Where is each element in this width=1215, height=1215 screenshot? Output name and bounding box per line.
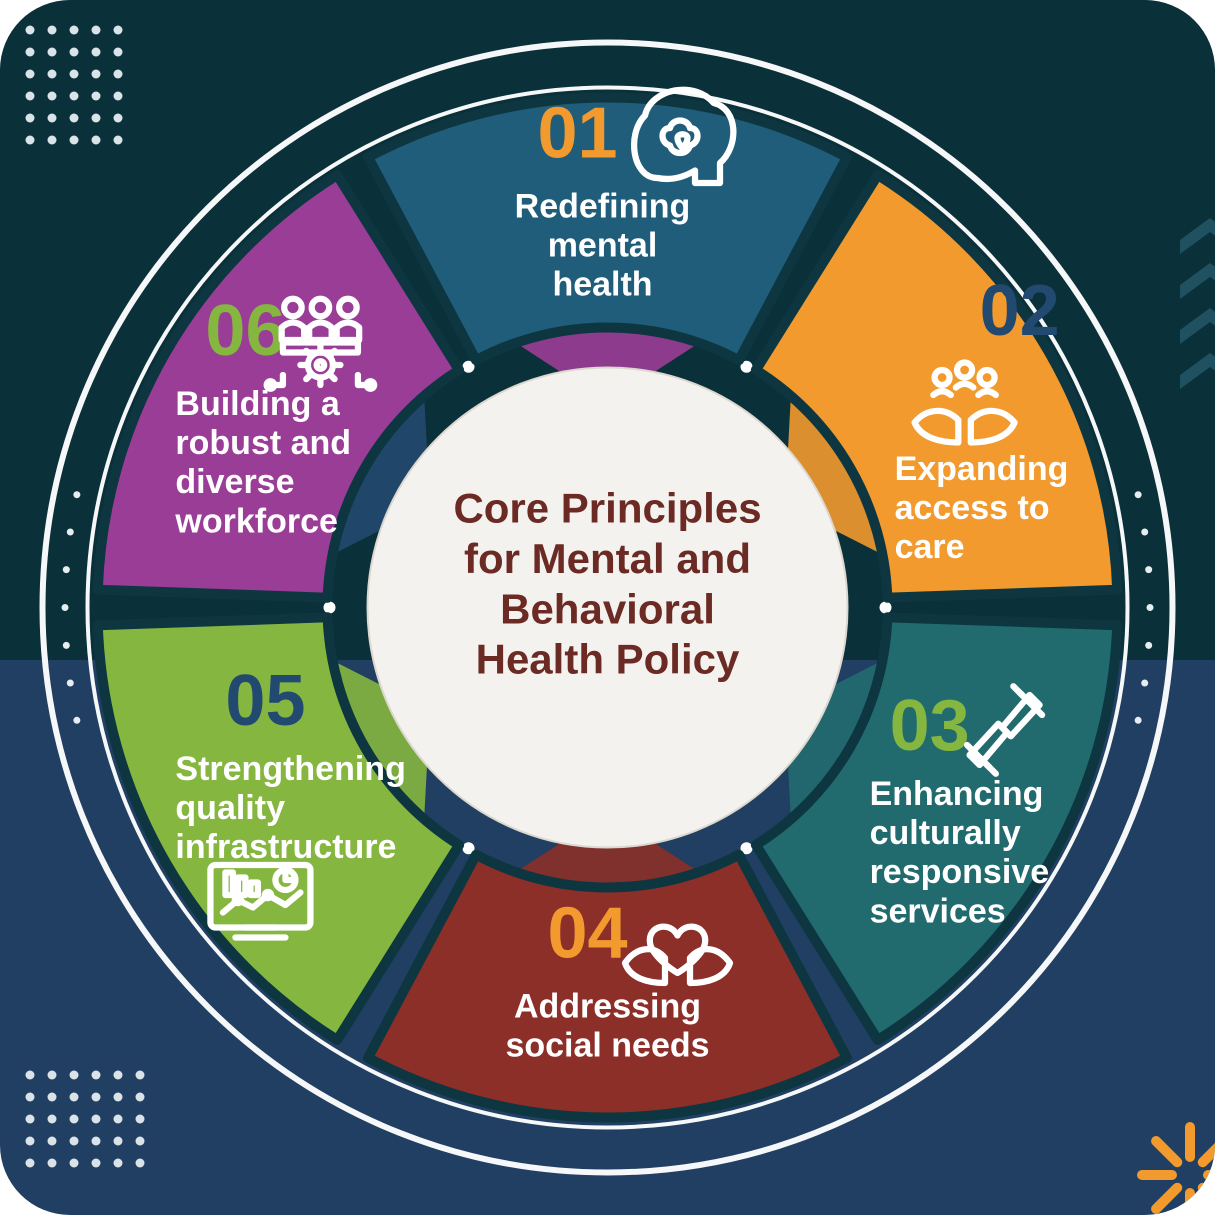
ring-dot	[1135, 717, 1142, 724]
segment-number: 03	[890, 686, 970, 766]
connector-dot	[880, 602, 892, 614]
ring-dot	[73, 491, 80, 498]
connector-dot	[324, 602, 336, 614]
ring-dot	[62, 604, 69, 611]
ring-dot	[63, 642, 70, 649]
infographic-stage: 01Redefiningmentalhealth02Expandingacces…	[0, 0, 1215, 1215]
ring-dot	[67, 528, 74, 535]
segment-number: 04	[548, 894, 628, 974]
ring-dot	[67, 680, 74, 687]
ring-dot	[73, 717, 80, 724]
segment-number: 05	[225, 661, 305, 741]
ring-dot	[1141, 680, 1148, 687]
ring-dot	[63, 566, 70, 573]
ring-dot	[1145, 566, 1152, 573]
ring-dot	[1135, 491, 1142, 498]
segment-number: 06	[205, 291, 285, 371]
ring-dot	[1147, 604, 1154, 611]
ring-dot	[1141, 528, 1148, 535]
segment-label: Addressingsocial needs	[505, 988, 709, 1065]
ring-dot	[1145, 642, 1152, 649]
segment-number: 01	[538, 94, 618, 174]
segment-number: 02	[980, 271, 1060, 351]
